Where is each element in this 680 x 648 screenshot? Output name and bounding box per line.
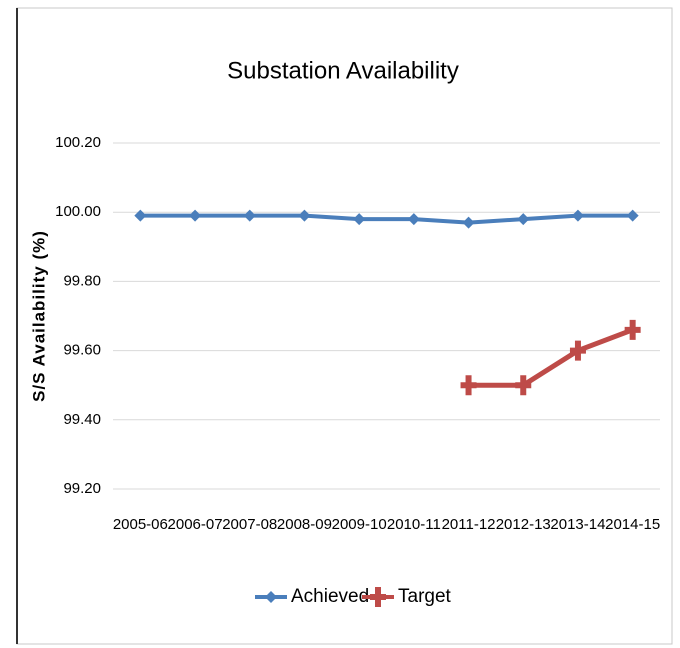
x-tick-label: 2014-15 bbox=[605, 516, 660, 533]
x-tick-label: 2005-06 bbox=[113, 516, 168, 533]
data-point bbox=[517, 213, 530, 226]
x-tick-label: 2007-08 bbox=[222, 516, 277, 533]
data-point bbox=[460, 375, 477, 396]
data-point bbox=[243, 209, 256, 222]
series-line bbox=[140, 213, 633, 225]
data-point bbox=[626, 209, 639, 222]
y-axis-label: S/S Availability (%) bbox=[29, 230, 48, 402]
data-point bbox=[515, 375, 532, 396]
x-tick-label: 2009-10 bbox=[332, 516, 387, 533]
x-tick-label: 2010-11 bbox=[387, 516, 441, 533]
x-tick-label: 2013-14 bbox=[550, 516, 605, 533]
data-point bbox=[353, 213, 366, 226]
legend-marker bbox=[370, 587, 386, 607]
x-tick-label: 2006-07 bbox=[168, 516, 223, 533]
data-point bbox=[134, 209, 147, 222]
data-point bbox=[407, 213, 420, 226]
data-point bbox=[569, 340, 586, 361]
y-tick-label: 99.80 bbox=[63, 272, 101, 289]
x-tick-label: 2012-13 bbox=[496, 516, 551, 533]
chart-frame bbox=[16, 7, 673, 645]
data-point bbox=[571, 209, 584, 222]
y-tick-label: 99.40 bbox=[63, 411, 101, 428]
series-line bbox=[468, 327, 634, 388]
x-tick-label: 2008-09 bbox=[277, 516, 332, 533]
data-point bbox=[462, 216, 475, 229]
legend-marker bbox=[265, 591, 277, 603]
y-tick-label: 100.00 bbox=[55, 203, 101, 220]
legend-label: Achieved bbox=[291, 586, 369, 607]
data-point bbox=[189, 209, 202, 222]
legend-label: Target bbox=[398, 586, 452, 607]
y-tick-label: 100.20 bbox=[55, 134, 101, 151]
y-tick-label: 99.20 bbox=[63, 480, 101, 497]
chart-title: Substation Availability bbox=[227, 57, 459, 84]
y-tick-label: 99.60 bbox=[63, 342, 101, 359]
x-tick-label: 2011-12 bbox=[442, 516, 496, 533]
data-point bbox=[298, 209, 311, 222]
data-point bbox=[624, 319, 641, 340]
